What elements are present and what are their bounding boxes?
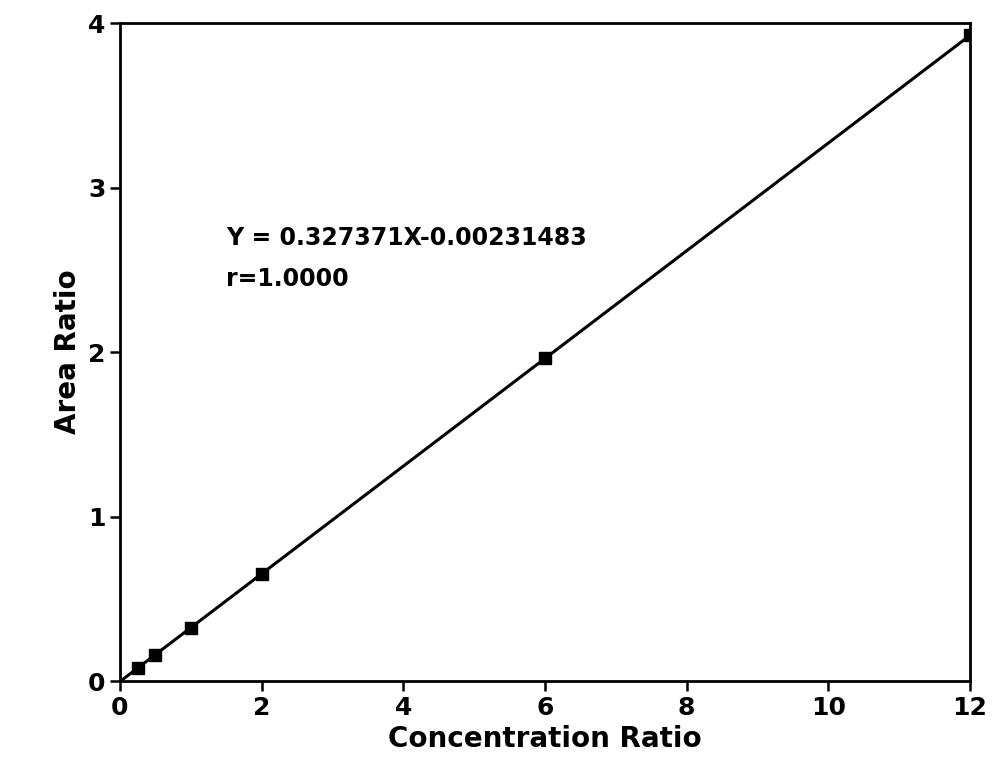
Y-axis label: Area Ratio: Area Ratio	[54, 270, 82, 434]
Text: Y = 0.327371X-0.00231483: Y = 0.327371X-0.00231483	[226, 226, 587, 250]
Text: r=1.0000: r=1.0000	[226, 267, 349, 291]
X-axis label: Concentration Ratio: Concentration Ratio	[388, 725, 702, 753]
